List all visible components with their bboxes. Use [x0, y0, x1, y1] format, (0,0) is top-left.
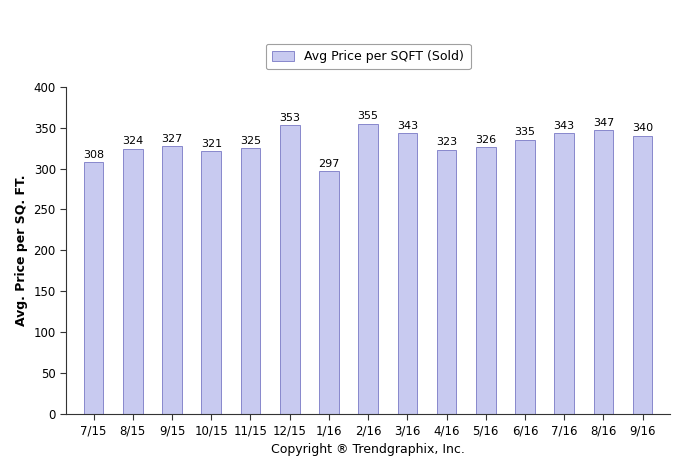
Bar: [358, 123, 378, 414]
Text: 308: 308: [83, 149, 104, 160]
Bar: [397, 133, 417, 414]
Text: 297: 297: [319, 159, 340, 169]
Text: 335: 335: [514, 128, 536, 138]
Text: 325: 325: [240, 136, 261, 146]
Bar: [240, 148, 260, 414]
Bar: [593, 130, 613, 414]
Legend: Avg Price per SQFT (Sold): Avg Price per SQFT (Sold): [266, 44, 471, 69]
Text: 321: 321: [201, 139, 222, 149]
Text: 340: 340: [632, 123, 653, 133]
Text: 347: 347: [593, 118, 614, 128]
Text: 355: 355: [358, 111, 379, 121]
Bar: [123, 149, 142, 414]
Bar: [319, 171, 338, 414]
Bar: [201, 151, 221, 414]
Bar: [84, 162, 103, 414]
Text: 323: 323: [436, 137, 457, 147]
Text: 324: 324: [122, 137, 143, 146]
Bar: [280, 125, 299, 414]
Text: 343: 343: [553, 121, 575, 131]
Text: 327: 327: [162, 134, 183, 144]
Text: 343: 343: [397, 121, 418, 131]
Bar: [476, 147, 495, 414]
Bar: [162, 146, 182, 414]
Text: 353: 353: [279, 113, 300, 123]
Text: 326: 326: [475, 135, 497, 145]
Bar: [437, 150, 456, 414]
Bar: [554, 133, 574, 414]
Y-axis label: Avg. Price per SQ. FT.: Avg. Price per SQ. FT.: [15, 175, 28, 326]
X-axis label: Copyright ® Trendgraphix, Inc.: Copyright ® Trendgraphix, Inc.: [271, 443, 465, 456]
Bar: [633, 136, 652, 414]
Bar: [515, 140, 535, 414]
